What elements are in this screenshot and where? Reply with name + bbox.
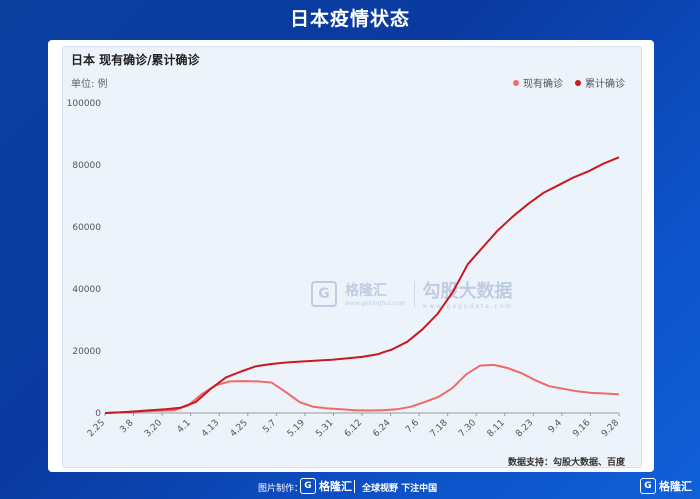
x-tick-label: 5.19 (286, 418, 307, 439)
footer-logo: G 格隆汇 (300, 478, 352, 494)
page-title: 日本疫情状态 (289, 8, 410, 30)
footer-credit: 图片制作： (258, 484, 304, 494)
x-tick-label: 6.24 (371, 418, 392, 439)
x-tick-label: 4.25 (229, 418, 250, 439)
x-tick-label: 6.12 (343, 418, 364, 439)
plot-area: 日本 现有确诊/累计确诊 单位: 例 现有确诊 累计确诊 G 格隆汇 www.g… (62, 46, 642, 468)
x-tick-label: 7.30 (457, 418, 478, 439)
x-tick-label: 3.20 (143, 418, 164, 439)
x-tick-label: 9.4 (547, 418, 564, 435)
x-tick-label: 7.6 (404, 418, 421, 435)
chart-card: 日本 现有确诊/累计确诊 单位: 例 现有确诊 累计确诊 G 格隆汇 www.g… (48, 40, 654, 472)
data-source: 数据支持：勾股大数据、百度 (507, 458, 625, 468)
x-tick-label: 9.28 (600, 418, 621, 439)
y-tick-label: 80000 (72, 161, 101, 171)
x-tick-label: 9.16 (571, 418, 592, 439)
legend-dot-cumulative (575, 79, 581, 86)
watermark-partner: 勾股大数据 (422, 281, 513, 302)
legend-label-current: 现有确诊 (523, 79, 563, 90)
chart-title: 日本 现有确诊/累计确诊 (71, 53, 200, 67)
x-tick-label: 5.31 (314, 418, 335, 439)
legend-item-current[interactable]: 现有确诊 (513, 75, 563, 90)
x-tick-label: 8.11 (486, 418, 507, 439)
footer-logo-icon: G (300, 478, 316, 494)
footer-divider (354, 480, 355, 493)
x-tick-label: 4.13 (200, 418, 221, 439)
x-tick-label: 5.7 (261, 418, 278, 435)
y-tick-label: 100000 (67, 99, 102, 109)
legend: 现有确诊 累计确诊 (513, 75, 625, 90)
corner-logo-text: 格隆汇 (659, 480, 692, 493)
watermark: G 格隆汇 www.gelonghui.com 勾股大数据 w w w . g … (311, 277, 513, 310)
legend-label-cumulative: 累计确诊 (585, 79, 625, 90)
x-tick-label: 3.8 (118, 418, 135, 435)
y-tick-label: 20000 (72, 347, 101, 357)
y-tick-label: 0 (95, 409, 101, 419)
x-tick-label: 7.18 (429, 418, 450, 439)
corner-logo-icon: G (640, 478, 656, 494)
legend-item-cumulative[interactable]: 累计确诊 (575, 75, 625, 90)
watermark-logo-icon: G (311, 280, 337, 307)
watermark-brand-sub: www.gelonghui.com (345, 300, 406, 307)
unit-label: 单位: 例 (71, 79, 108, 90)
y-tick-label: 40000 (72, 285, 101, 295)
x-tick-label: 4.1 (176, 418, 193, 435)
y-tick-label: 60000 (72, 223, 101, 233)
series-line-cumulative (104, 156, 620, 414)
x-tick-label: 2.25 (86, 418, 107, 439)
watermark-brand: 格隆汇 (345, 283, 387, 299)
corner-logo: G 格隆汇 (640, 478, 692, 494)
watermark-divider (413, 280, 415, 307)
watermark-partner-sub: w w w . g o g u d a t a . c o m (422, 303, 512, 310)
footer-slogan: 全球视野 下注中国 (362, 484, 438, 494)
footer-logo-text: 格隆汇 (319, 480, 352, 493)
series-line-current (104, 363, 620, 414)
line-chart: 0 20000 40000 60000 80000 100000 2.25 3.8 3.20 4.… (67, 99, 622, 439)
legend-dot-current (513, 79, 519, 86)
footer: 图片制作： G 格隆汇 全球视野 下注中国 (0, 476, 700, 499)
x-tick-label: 8.23 (514, 418, 535, 439)
